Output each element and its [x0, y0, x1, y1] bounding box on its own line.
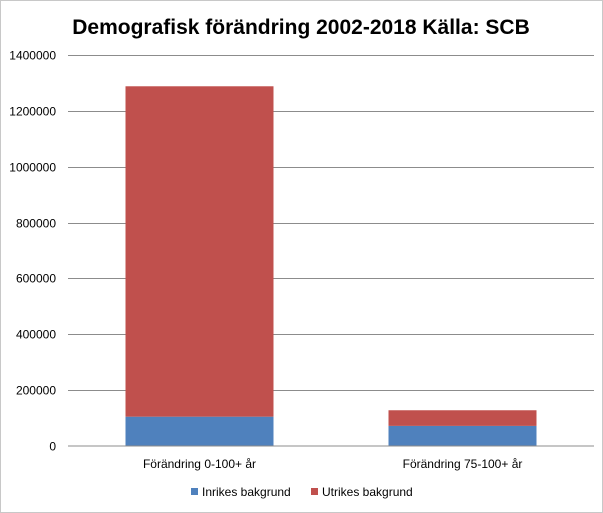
- legend-label: Inrikes bakgrund: [202, 485, 291, 499]
- y-axis-ticks: 0 200000 400000 600000 800000 1000000 1200000 1…: [9, 49, 56, 454]
- y-tick-label: 1400000: [9, 49, 56, 63]
- bar-inrikes-bakgrund-1: [125, 416, 274, 446]
- x-axis-categories: Förändring 0-100+ år Förändring 75-100+ å…: [143, 457, 522, 471]
- legend: Inrikes bakgrund Utrikes bakgrund: [191, 485, 413, 499]
- legend-swatch: [311, 488, 318, 495]
- y-tick-label: 1200000: [9, 105, 56, 119]
- bar-utrikes-bakgrund-1: [125, 86, 274, 417]
- legend-label: Utrikes bakgrund: [322, 485, 413, 499]
- y-tick-label: 400000: [16, 328, 56, 342]
- x-category-label: Förändring 75-100+ år: [403, 457, 523, 471]
- x-category-label: Förändring 0-100+ år: [143, 457, 256, 471]
- y-tick-label: 0: [49, 440, 56, 454]
- chart-title: Demografisk förändring 2002-2018 Källa: …: [72, 16, 530, 39]
- legend-swatch: [191, 488, 198, 495]
- y-tick-label: 600000: [16, 272, 56, 286]
- y-tick-label: 200000: [16, 384, 56, 398]
- y-tick-label: 1000000: [9, 161, 56, 175]
- bar-utrikes-bakgrund-2: [388, 410, 537, 426]
- bar-layer: [125, 86, 537, 446]
- y-tick-label: 800000: [16, 217, 56, 231]
- bar-inrikes-bakgrund-2: [388, 425, 537, 446]
